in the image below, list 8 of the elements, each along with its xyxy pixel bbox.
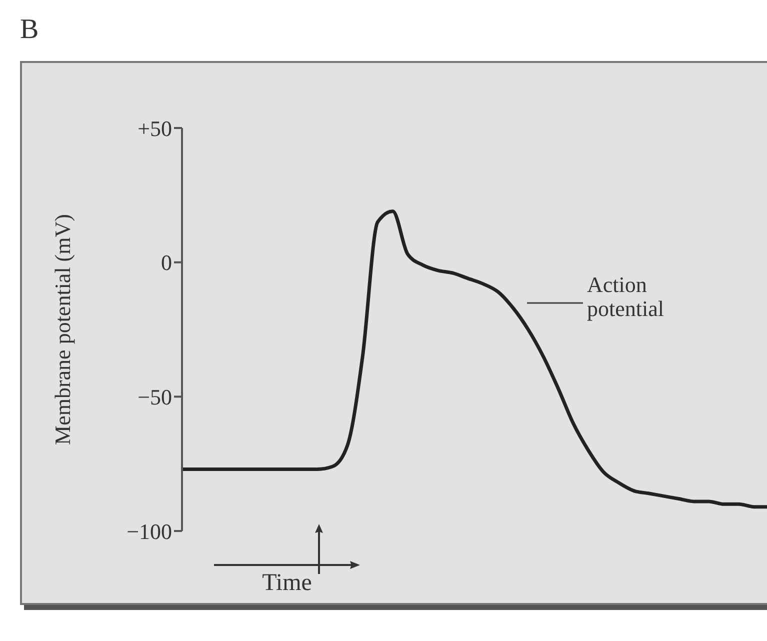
x-axis-title: Time — [261, 570, 313, 597]
chart-title: B — [20, 14, 39, 46]
y-tick-label: 0 — [161, 250, 172, 276]
y-tick-label: −100 — [126, 518, 172, 544]
y-tick-label: +50 — [138, 116, 172, 141]
y-axis-title: Membrane potential (mV) — [50, 214, 75, 445]
annotation: Action potential — [587, 272, 664, 321]
y-tick-label: −50 — [138, 384, 172, 410]
